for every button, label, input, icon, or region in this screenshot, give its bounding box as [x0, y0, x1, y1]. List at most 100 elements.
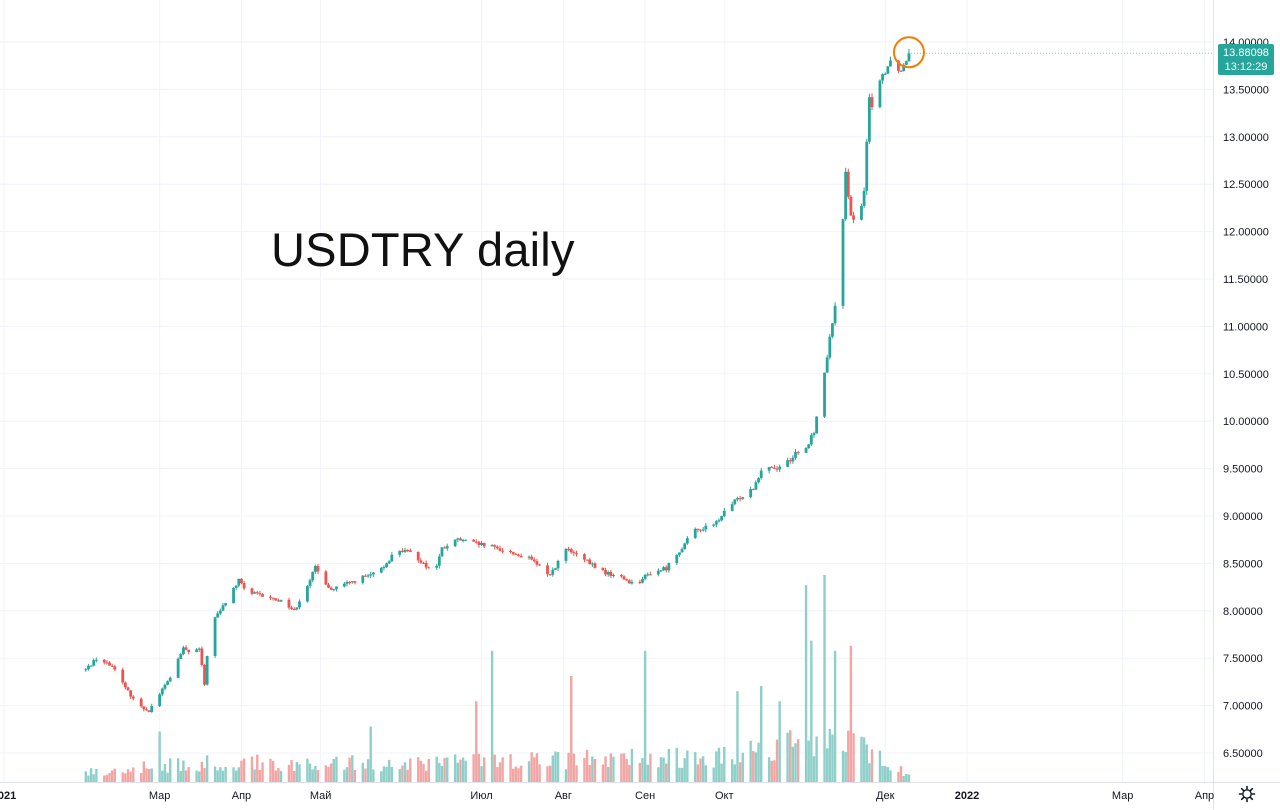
candle-body: [311, 571, 315, 581]
volume-bar: [775, 739, 779, 782]
candle-body: [179, 654, 183, 659]
volume-bar: [730, 759, 734, 782]
candle-body: [139, 698, 143, 707]
candle-body: [200, 648, 204, 665]
candle-body: [298, 601, 301, 608]
candle-body: [643, 574, 647, 579]
candle-body: [387, 561, 391, 564]
volume-bar: [638, 762, 642, 782]
candle-body: [514, 554, 518, 556]
time-tick-label: Июл: [470, 790, 492, 802]
volume-bar: [535, 753, 539, 782]
candle-body: [567, 548, 571, 550]
volume-bar: [129, 771, 132, 782]
candle-body: [881, 74, 884, 81]
candle-body: [271, 597, 275, 599]
gear-icon[interactable]: [1238, 785, 1256, 803]
volume-bar: [121, 772, 124, 782]
candle-body: [551, 569, 555, 575]
volume-bar: [749, 740, 752, 782]
candle-body: [461, 539, 465, 541]
candle-body: [342, 583, 346, 587]
volume-bar: [865, 744, 868, 782]
candle-body: [867, 97, 871, 142]
candle-body: [163, 684, 167, 689]
candle-body: [812, 433, 816, 436]
volume-bar: [530, 752, 533, 782]
candle-body: [258, 593, 262, 595]
volume-bar: [237, 767, 241, 782]
volume-bar: [419, 760, 423, 782]
volume-bar: [556, 752, 560, 782]
volume-bar: [554, 751, 557, 782]
candle-body: [327, 584, 330, 588]
volume-bar: [501, 757, 504, 782]
candle-body: [390, 554, 394, 562]
volume-bar: [166, 772, 169, 782]
candle-body: [667, 563, 671, 571]
volume-bar: [796, 739, 800, 782]
volume-bar: [316, 770, 320, 782]
candle-body: [424, 562, 428, 568]
candle-body: [788, 460, 792, 462]
volume-bar: [899, 766, 903, 782]
candle-body: [751, 489, 755, 491]
volume-bar: [461, 757, 465, 782]
candle-body: [110, 665, 114, 667]
candle-body: [166, 681, 169, 685]
volume-bar: [446, 757, 449, 782]
volume-bar: [250, 756, 254, 782]
price-tick-label: 9.00000: [1223, 511, 1263, 523]
volume-bar: [496, 767, 499, 782]
price-tick-label: 13.00000: [1223, 132, 1269, 144]
price-axis: 14.0000013.5000013.0000012.5000012.00000…: [1223, 37, 1269, 760]
volume-bar: [551, 755, 554, 782]
volume-bar: [583, 757, 586, 782]
candle-body: [754, 482, 758, 490]
price-tick-label: 10.00000: [1223, 416, 1269, 428]
volume-bar: [89, 768, 93, 782]
candle-body: [530, 556, 534, 560]
candle-body: [527, 556, 531, 558]
candle-body: [886, 66, 890, 74]
volume-bar: [295, 761, 299, 782]
volume-bar: [699, 758, 702, 782]
volume-bar: [398, 768, 401, 782]
volume-bar: [786, 732, 789, 782]
candle-body: [796, 452, 800, 454]
candle-body: [218, 610, 222, 614]
candle-body: [443, 547, 447, 549]
volume-bar: [712, 767, 715, 782]
candle-body: [187, 649, 191, 653]
candle-body: [427, 567, 431, 569]
volume-bar: [343, 769, 346, 782]
volume-bar: [453, 754, 457, 782]
candle-body: [382, 566, 386, 568]
volume-bar: [329, 763, 333, 782]
candle-body: [129, 690, 133, 697]
candle-body: [548, 574, 552, 576]
candle-body: [831, 323, 834, 337]
candle-body: [741, 497, 745, 499]
volume-bar: [519, 765, 523, 782]
candle-body: [609, 571, 613, 576]
volume-bar: [87, 775, 90, 782]
candle-body: [255, 592, 259, 594]
volume-bar: [84, 771, 87, 782]
volume-bar: [92, 774, 95, 782]
volume-bar: [490, 650, 494, 782]
volume-bar: [641, 758, 644, 782]
volume-bar: [609, 753, 613, 782]
volume-bar: [548, 765, 552, 782]
volume-bar: [293, 770, 296, 782]
volume-bar: [517, 768, 520, 782]
volume-bar: [852, 733, 855, 782]
volume-bar: [770, 760, 773, 782]
volume-bar: [741, 752, 744, 782]
volume-bar: [907, 774, 911, 782]
volume-bar: [324, 765, 328, 782]
volume-bar: [314, 765, 317, 782]
volume-bar: [327, 766, 330, 782]
